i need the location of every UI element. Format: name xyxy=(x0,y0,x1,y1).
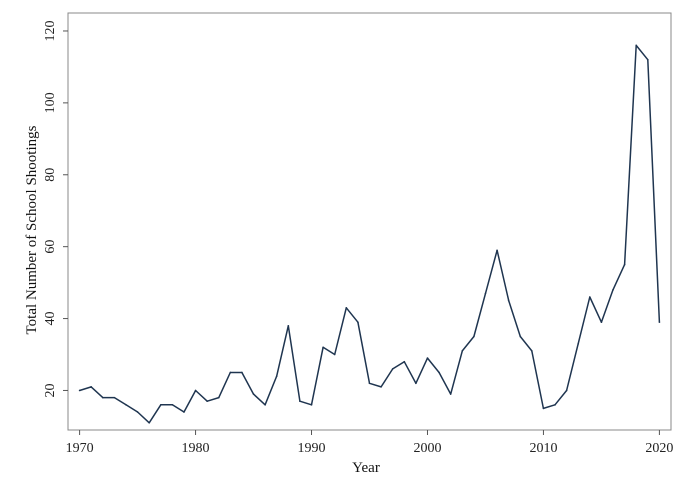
data-point xyxy=(658,321,661,323)
data-point xyxy=(496,249,498,252)
data-point xyxy=(577,342,580,345)
data-point xyxy=(206,400,208,403)
y-tick-label: 40 xyxy=(43,312,58,326)
data-point xyxy=(391,368,394,370)
data-point xyxy=(101,396,104,399)
x-axis: 1970 1980 1990 2000 2010 2020 xyxy=(66,430,673,456)
data-point xyxy=(252,393,255,395)
data-point xyxy=(461,350,464,352)
data-point xyxy=(194,389,197,392)
data-point xyxy=(171,404,174,406)
y-tick-label: 20 xyxy=(43,383,58,397)
x-tick-label: 2020 xyxy=(645,441,673,456)
data-point xyxy=(113,396,116,399)
y-tick-label: 60 xyxy=(43,240,58,254)
data-point xyxy=(438,371,440,374)
data-point xyxy=(484,292,487,295)
data-point xyxy=(449,393,452,395)
y-tick-label: 100 xyxy=(43,92,58,113)
x-tick-label: 1990 xyxy=(298,441,326,456)
data-point xyxy=(507,299,510,302)
data-point xyxy=(287,324,290,327)
series-line xyxy=(79,44,661,424)
data-point xyxy=(310,404,313,406)
data-point xyxy=(90,386,92,388)
data-point xyxy=(380,386,382,388)
x-tick-label: 1980 xyxy=(182,441,210,456)
data-point xyxy=(519,335,522,338)
data-point xyxy=(333,353,336,356)
data-point xyxy=(403,360,406,363)
data-point xyxy=(415,382,417,385)
data-point xyxy=(229,371,232,374)
data-point xyxy=(148,422,150,424)
data-point xyxy=(589,296,591,298)
x-tick-label: 2010 xyxy=(529,441,557,456)
data-point xyxy=(565,389,568,392)
data-point xyxy=(183,411,185,413)
y-tick-label: 80 xyxy=(43,168,58,182)
data-point xyxy=(159,404,162,406)
data-point xyxy=(275,375,278,377)
data-point xyxy=(241,371,243,374)
plot-frame xyxy=(67,12,672,431)
data-point xyxy=(623,263,626,266)
y-axis-title: Total Number of School Shootings xyxy=(24,125,40,334)
data-point xyxy=(322,346,324,349)
y-tick-label: 120 xyxy=(43,20,58,41)
data-point xyxy=(531,350,533,352)
data-point xyxy=(368,382,371,385)
data-point xyxy=(264,404,266,406)
data-point xyxy=(299,400,301,403)
data-point xyxy=(647,58,649,61)
data-point xyxy=(136,411,139,413)
data-points xyxy=(78,44,661,424)
data-point xyxy=(125,404,127,406)
x-tick-label: 1970 xyxy=(66,441,94,456)
data-point xyxy=(554,404,556,406)
data-point xyxy=(600,321,603,323)
data-point xyxy=(345,306,348,309)
data-point xyxy=(635,44,638,47)
data-point xyxy=(78,389,81,392)
x-tick-label: 2000 xyxy=(413,441,441,456)
data-point xyxy=(357,321,359,323)
y-axis: 20 40 60 80 100 120 xyxy=(43,20,68,397)
x-axis-title: Year xyxy=(352,460,380,476)
data-point xyxy=(473,335,475,338)
data-point xyxy=(217,396,220,399)
data-point xyxy=(426,357,429,359)
data-point xyxy=(542,407,545,410)
data-point xyxy=(612,289,614,291)
